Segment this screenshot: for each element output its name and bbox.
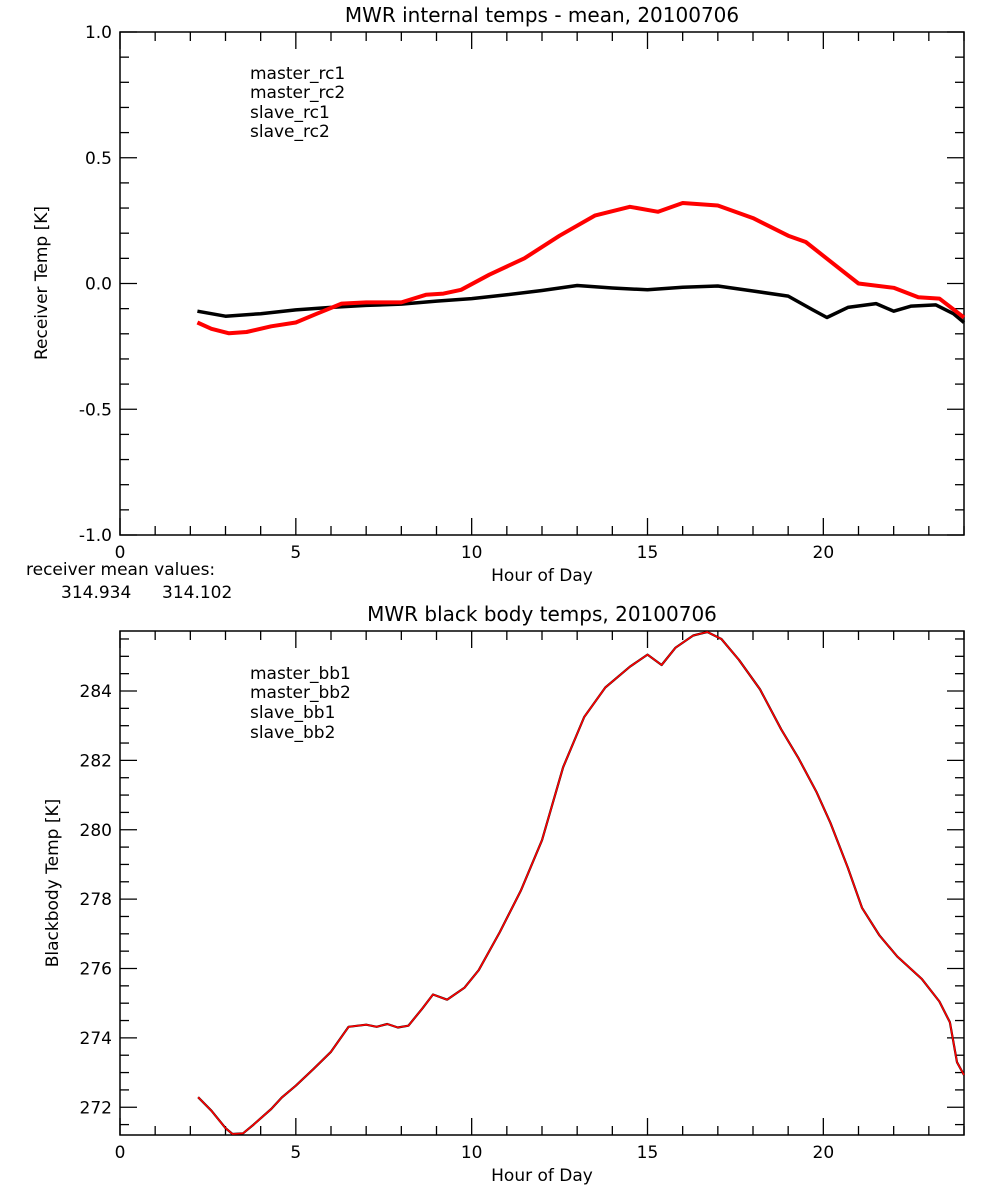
legend: master_rc1 master_rc2 slave_rc1 slave_rc… xyxy=(250,64,345,142)
y-tick-label: 0.5 xyxy=(85,149,112,169)
y-tick-label: 274 xyxy=(80,1029,112,1049)
y-axis-label: Receiver Temp [K] xyxy=(32,206,52,360)
y-tick-label: 1.0 xyxy=(85,23,112,43)
y-tick-label: 278 xyxy=(80,890,112,910)
legend-entry-slave-bb1: slave_bb1 xyxy=(250,703,335,723)
legend-entry-master-rc1: master_rc1 xyxy=(250,64,345,84)
receiver-temp-chart: MWR internal temps - mean, 20100706 0 5 10… xyxy=(26,3,966,603)
x-tick-label: 15 xyxy=(637,543,659,563)
legend-entry-slave-rc2: slave_rc2 xyxy=(250,122,330,142)
series-lines xyxy=(196,201,966,336)
legend-entry-master-bb2: master_bb2 xyxy=(250,683,351,703)
x-tick-label: 5 xyxy=(290,543,301,563)
x-axis-label: Hour of Day xyxy=(491,566,593,586)
plot-frame xyxy=(119,630,965,1136)
mean-value-master-rc2: 314.102 xyxy=(162,583,232,603)
series-lines xyxy=(197,630,965,1136)
x-axis-label: Hour of Day xyxy=(491,1166,593,1186)
y-tick-label: -1.0 xyxy=(79,526,112,546)
x-tick-label: 0 xyxy=(115,1143,126,1163)
x-tick-label: 5 xyxy=(290,1143,301,1163)
legend-entry-slave-bb2: slave_bb2 xyxy=(250,723,335,743)
series-line-master-rc2 xyxy=(196,201,966,336)
x-tick-label: 0 xyxy=(115,543,126,563)
x-tick-label: 20 xyxy=(813,543,835,563)
x-tick-label: 10 xyxy=(461,543,483,563)
plot-frame xyxy=(119,31,965,536)
y-tick-label: 276 xyxy=(80,960,112,980)
axis-tick-labels: 0 5 10 15 20 272 274 276 278 280 282 284 xyxy=(80,682,835,1163)
y-tick-label: 282 xyxy=(80,751,112,771)
y-tick-label: 272 xyxy=(80,1098,112,1118)
series-line-master-bb2 xyxy=(197,631,965,1135)
mean-value-master-rc1: 314.934 xyxy=(61,583,131,603)
x-tick-label: 15 xyxy=(637,1143,659,1163)
y-tick-label: -0.5 xyxy=(79,400,112,420)
x-tick-label: 20 xyxy=(813,1143,835,1163)
y-tick-label: 280 xyxy=(80,821,112,841)
legend: master_bb1 master_bb2 slave_bb1 slave_bb… xyxy=(250,664,351,743)
chart-title: MWR internal temps - mean, 20100706 xyxy=(345,3,739,27)
y-tick-label: 284 xyxy=(80,682,112,702)
chart-title: MWR black body temps, 20100706 xyxy=(367,602,717,626)
axis-ticks xyxy=(119,631,965,1135)
blackbody-temp-chart: MWR black body temps, 20100706 0 5 10 15 20 2… xyxy=(43,602,965,1186)
legend-entry-master-rc2: master_rc2 xyxy=(250,83,345,103)
y-tick-label: 0.0 xyxy=(85,275,112,295)
legend-entry-slave-rc1: slave_rc1 xyxy=(250,103,330,123)
mean-values-label: receiver mean values: xyxy=(26,560,215,580)
axis-ticks xyxy=(119,31,965,536)
legend-entry-master-bb1: master_bb1 xyxy=(250,664,351,684)
axis-tick-labels: 0 5 10 15 20 -1.0 -0.5 0.0 0.5 1.0 xyxy=(79,23,834,563)
series-line-master-rc1 xyxy=(197,283,966,324)
y-axis-label: Blackbody Temp [K] xyxy=(43,799,63,968)
x-tick-label: 10 xyxy=(461,1143,483,1163)
